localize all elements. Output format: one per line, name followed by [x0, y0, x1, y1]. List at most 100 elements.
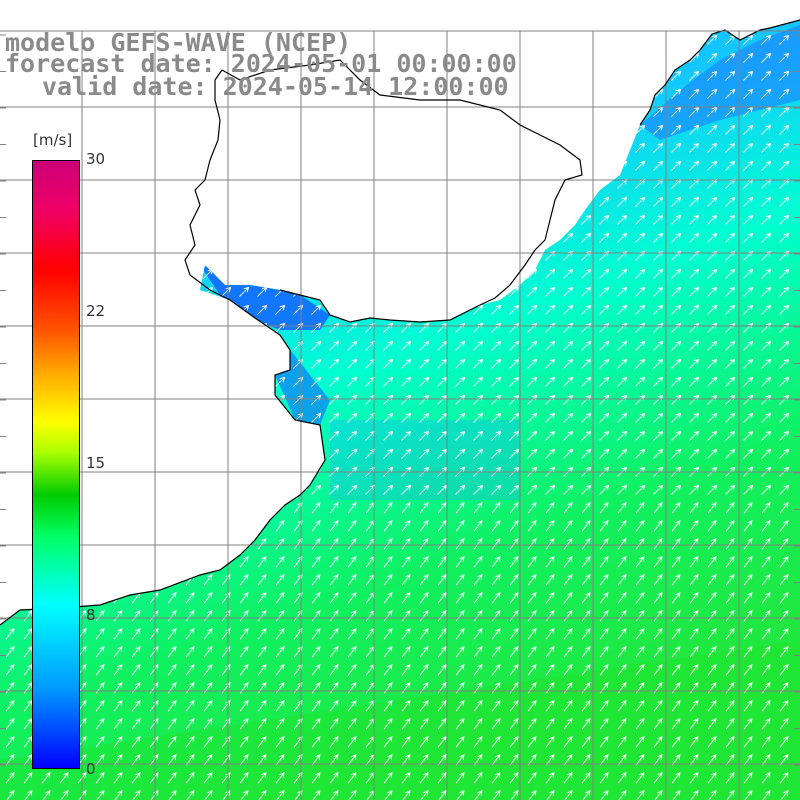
wind-arrow-icon — [779, 88, 790, 99]
wind-arrow-icon — [509, 556, 519, 568]
wind-arrow-icon — [545, 790, 555, 800]
wind-arrow-icon — [491, 718, 501, 730]
wind-arrow-icon — [599, 556, 609, 568]
wind-arrow-icon — [617, 592, 627, 604]
wind-arrow-icon — [545, 304, 556, 315]
wind-arrow-icon — [383, 574, 393, 586]
wind-arrow-icon — [203, 628, 213, 640]
wind-arrow-icon — [563, 376, 574, 387]
wind-arrow-icon — [653, 610, 663, 622]
wind-arrow-icon — [401, 754, 411, 766]
wind-arrow-icon — [617, 430, 628, 441]
wind-arrow-icon — [635, 502, 645, 514]
wind-arrow-icon — [779, 232, 790, 243]
wind-arrow-icon — [221, 664, 231, 676]
wind-arrow-icon — [5, 736, 15, 748]
wind-arrow-icon — [689, 412, 700, 423]
wind-arrow-icon — [581, 772, 591, 784]
wind-arrow-icon — [221, 592, 231, 604]
wind-arrow-icon — [401, 610, 411, 622]
wind-arrow-icon — [779, 448, 790, 459]
wind-arrow-icon — [635, 664, 645, 676]
wind-arrow-icon — [455, 628, 465, 640]
wind-arrow-icon — [329, 646, 339, 658]
wind-arrow-icon — [311, 484, 322, 495]
wind-arrow-icon — [491, 700, 501, 712]
wind-arrow-icon — [527, 502, 537, 514]
wind-arrow-icon — [473, 358, 484, 369]
wind-arrow-icon — [779, 412, 790, 423]
wind-arrow-icon — [419, 412, 430, 423]
wind-arrow-icon — [743, 142, 754, 153]
wind-arrow-icon — [545, 412, 556, 423]
wind-arrow-icon — [401, 664, 411, 676]
wind-arrow-icon — [725, 556, 735, 568]
wind-arrow-icon — [743, 754, 753, 766]
wind-arrow-icon — [437, 502, 447, 514]
wind-arrow-icon — [743, 448, 754, 459]
wind-arrow-icon — [401, 646, 411, 658]
wind-arrow-icon — [779, 196, 790, 207]
wind-arrow-icon — [707, 286, 718, 297]
wind-arrow-icon — [311, 700, 321, 712]
wind-arrow-icon — [275, 754, 285, 766]
wind-arrow-icon — [581, 214, 592, 225]
wind-arrow-icon — [41, 772, 51, 784]
wind-arrow-icon — [707, 754, 717, 766]
wind-arrow-icon — [653, 718, 663, 730]
wind-arrow-icon — [257, 628, 267, 640]
wind-arrow-icon — [455, 664, 465, 676]
wind-arrow-icon — [545, 322, 556, 333]
wind-arrow-icon — [779, 304, 790, 315]
wind-arrow-icon — [581, 736, 591, 748]
wind-arrow-icon — [131, 610, 141, 622]
wind-arrow-icon — [347, 340, 358, 351]
wind-arrow-icon — [509, 502, 519, 514]
wind-arrow-icon — [509, 574, 519, 586]
wind-arrow-icon — [779, 736, 789, 748]
wind-arrow-icon — [473, 790, 483, 800]
wind-arrow-icon — [689, 430, 700, 441]
wind-arrow-icon — [725, 358, 736, 369]
wind-arrow-icon — [563, 772, 573, 784]
wind-arrow-icon — [509, 736, 519, 748]
wind-arrow-icon — [113, 790, 123, 800]
wind-arrow-icon — [761, 340, 772, 351]
wind-arrow-icon — [653, 664, 663, 676]
wind-arrow-icon — [491, 790, 501, 800]
wind-arrow-icon — [473, 754, 483, 766]
wind-arrow-icon — [509, 754, 519, 766]
wind-arrow-icon — [95, 646, 105, 658]
wind-arrow-icon — [779, 556, 789, 568]
wind-arrow-icon — [491, 376, 502, 387]
wind-arrow-icon — [707, 322, 718, 333]
wind-arrow-icon — [473, 628, 483, 640]
wind-arrow-icon — [509, 340, 520, 351]
wind-arrow-icon — [509, 538, 519, 550]
wind-arrow-icon — [635, 142, 646, 153]
wind-arrow-icon — [743, 718, 753, 730]
wind-arrow-icon — [527, 556, 537, 568]
wind-arrow-icon — [239, 754, 249, 766]
colorbar-tick-22: 22 — [86, 302, 106, 320]
wind-arrow-icon — [689, 592, 699, 604]
wind-arrow-icon — [419, 358, 430, 369]
wind-arrow-icon — [131, 646, 141, 658]
wind-arrow-icon — [761, 358, 772, 369]
wind-arrow-icon — [491, 646, 501, 658]
wind-arrow-icon — [707, 340, 718, 351]
wind-arrow-icon — [185, 628, 195, 640]
wind-arrow-icon — [779, 610, 789, 622]
wind-arrow-icon — [725, 736, 735, 748]
wind-arrow-icon — [347, 556, 357, 568]
wind-arrow-icon — [725, 502, 735, 514]
wind-arrow-icon — [707, 214, 718, 225]
wind-arrow-icon — [599, 304, 610, 315]
wind-arrow-icon — [275, 520, 285, 532]
wind-arrow-icon — [401, 322, 412, 333]
wind-arrow-icon — [599, 790, 609, 800]
wind-arrow-icon — [329, 430, 340, 441]
wind-arrow-icon — [707, 628, 717, 640]
wind-arrow-icon — [221, 736, 231, 748]
